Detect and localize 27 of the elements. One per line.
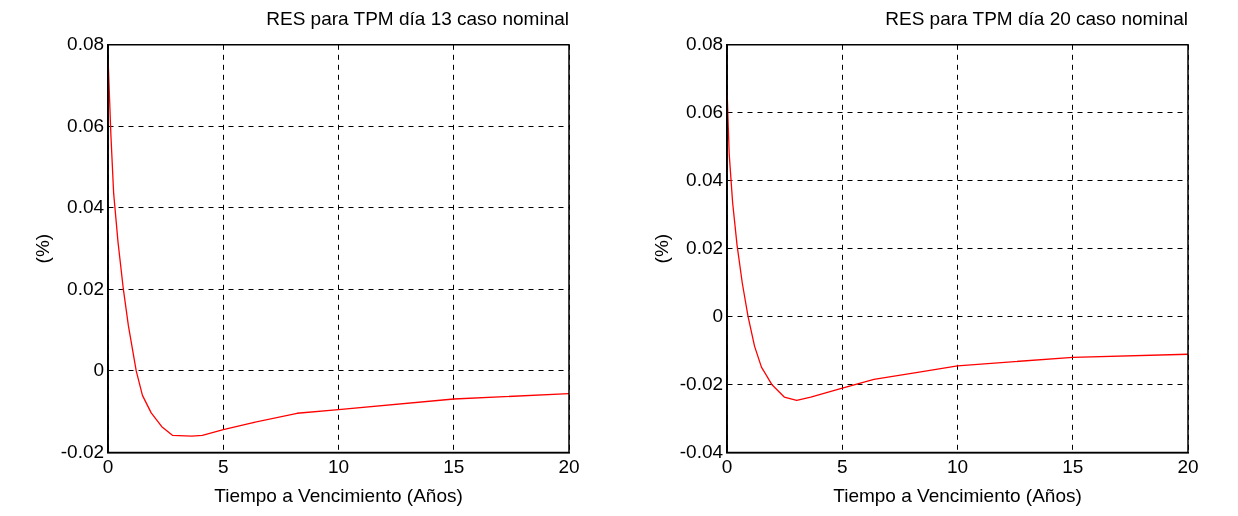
y-tick-label: 0 [93, 359, 105, 381]
x-axis-title: Tiempo a Vencimiento (Años) [833, 484, 1082, 506]
x-tick-label: 10 [946, 456, 969, 478]
x-tick-label: 20 [558, 456, 580, 478]
x-tick-label: 10 [327, 456, 350, 478]
y-tick-label: 0.04 [67, 196, 105, 218]
chart-title: RES para TPM día 20 caso nominal [885, 7, 1188, 29]
y-tick-label: 0.08 [686, 33, 724, 55]
y-tick-label: 0.06 [67, 114, 105, 136]
y-tick-label: 0.02 [686, 236, 724, 258]
y-tick-label: 0.06 [686, 100, 724, 122]
x-tick-label: 15 [1062, 456, 1084, 478]
x-tick-label: 15 [443, 456, 465, 478]
y-tick-label: 0.08 [67, 33, 105, 55]
x-tick-label: 20 [1177, 456, 1199, 478]
x-tick-label: 5 [837, 456, 848, 478]
y-tick-label: -0.02 [60, 440, 105, 462]
y-tick-label: -0.02 [679, 372, 724, 394]
x-tick-label: 5 [218, 456, 229, 478]
x-axis-title: Tiempo a Vencimiento (Años) [214, 484, 463, 506]
y-tick-label: -0.04 [679, 440, 724, 462]
chart-title: RES para TPM día 13 caso nominal [266, 7, 569, 29]
y-tick-label: 0.04 [686, 168, 724, 190]
y-axis-title: (%) [31, 233, 53, 264]
y-axis-title: (%) [650, 233, 672, 264]
y-tick-label: 0 [712, 304, 724, 326]
y-tick-label: 0.02 [67, 277, 105, 299]
